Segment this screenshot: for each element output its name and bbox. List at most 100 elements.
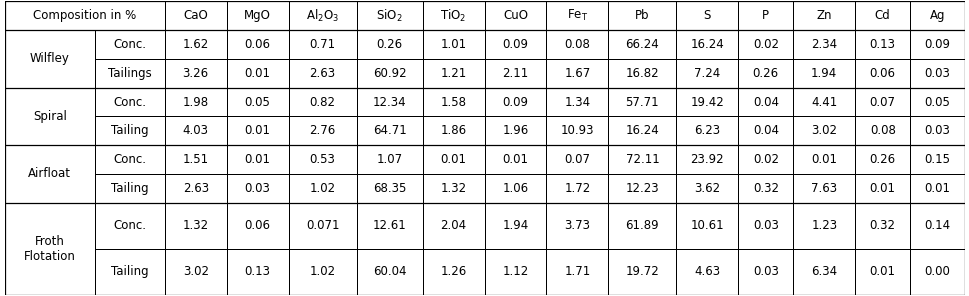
Text: 12.34: 12.34 — [372, 96, 406, 109]
Text: 12.61: 12.61 — [372, 219, 406, 232]
Text: 0.06: 0.06 — [869, 67, 894, 80]
Text: 57.71: 57.71 — [625, 96, 659, 109]
Text: $\mathregular{TiO_2}$: $\mathregular{TiO_2}$ — [440, 8, 466, 24]
Text: 16.24: 16.24 — [690, 38, 724, 51]
Text: 0.26: 0.26 — [376, 38, 402, 51]
Text: 0.02: 0.02 — [752, 153, 778, 166]
Text: 0.00: 0.00 — [923, 265, 950, 278]
Text: 61.89: 61.89 — [625, 219, 659, 232]
Text: 0.08: 0.08 — [869, 124, 894, 137]
Text: 1.07: 1.07 — [376, 153, 402, 166]
Text: 2.63: 2.63 — [182, 182, 208, 195]
Text: 6.23: 6.23 — [694, 124, 720, 137]
Text: Tailing: Tailing — [110, 265, 148, 278]
Text: 1.72: 1.72 — [564, 182, 590, 195]
Text: 60.04: 60.04 — [372, 265, 406, 278]
Text: 0.03: 0.03 — [752, 265, 778, 278]
Text: 0.01: 0.01 — [869, 182, 894, 195]
Text: 1.12: 1.12 — [502, 265, 528, 278]
Text: 1.34: 1.34 — [564, 96, 590, 109]
Text: 0.82: 0.82 — [309, 96, 335, 109]
Text: 0.01: 0.01 — [869, 265, 894, 278]
Text: 3.02: 3.02 — [182, 265, 208, 278]
Text: 0.05: 0.05 — [923, 96, 950, 109]
Text: 0.07: 0.07 — [564, 153, 590, 166]
Text: 0.01: 0.01 — [244, 153, 270, 166]
Text: 6.34: 6.34 — [810, 265, 836, 278]
Text: 10.93: 10.93 — [560, 124, 594, 137]
Text: 4.03: 4.03 — [182, 124, 208, 137]
Text: 12.23: 12.23 — [625, 182, 659, 195]
Text: 0.02: 0.02 — [752, 38, 778, 51]
Text: 19.72: 19.72 — [625, 265, 659, 278]
Text: 66.24: 66.24 — [625, 38, 659, 51]
Text: 1.62: 1.62 — [182, 38, 208, 51]
Text: 60.92: 60.92 — [372, 67, 406, 80]
Text: Ag: Ag — [929, 9, 945, 22]
Text: 0.01: 0.01 — [440, 153, 466, 166]
Text: Cd: Cd — [874, 9, 890, 22]
Text: 0.09: 0.09 — [923, 38, 950, 51]
Text: 1.26: 1.26 — [440, 265, 466, 278]
Text: 1.94: 1.94 — [502, 219, 528, 232]
Text: 0.15: 0.15 — [923, 153, 950, 166]
Text: 0.09: 0.09 — [502, 96, 528, 109]
Text: 1.23: 1.23 — [810, 219, 836, 232]
Text: 1.51: 1.51 — [182, 153, 208, 166]
Text: 0.06: 0.06 — [244, 38, 270, 51]
Text: Conc.: Conc. — [113, 153, 146, 166]
Text: 0.01: 0.01 — [923, 182, 950, 195]
Text: 2.34: 2.34 — [810, 38, 836, 51]
Text: 1.01: 1.01 — [440, 38, 466, 51]
Text: S: S — [703, 9, 710, 22]
Text: 2.04: 2.04 — [440, 219, 466, 232]
Text: Tailing: Tailing — [110, 182, 148, 195]
Text: MgO: MgO — [244, 9, 270, 22]
Text: 7.24: 7.24 — [694, 67, 720, 80]
Text: Airfloat: Airfloat — [28, 167, 72, 180]
Text: 1.02: 1.02 — [309, 265, 335, 278]
Text: 0.01: 0.01 — [502, 153, 528, 166]
Text: CaO: CaO — [183, 9, 208, 22]
Text: 2.63: 2.63 — [309, 67, 335, 80]
Text: 0.06: 0.06 — [244, 219, 270, 232]
Text: 3.26: 3.26 — [182, 67, 208, 80]
Text: 1.21: 1.21 — [440, 67, 466, 80]
Text: 1.96: 1.96 — [502, 124, 528, 137]
Text: 1.58: 1.58 — [440, 96, 466, 109]
Text: 0.01: 0.01 — [244, 67, 270, 80]
Text: 0.71: 0.71 — [309, 38, 335, 51]
Text: 0.03: 0.03 — [923, 124, 950, 137]
Text: 1.06: 1.06 — [502, 182, 528, 195]
Text: Spiral: Spiral — [33, 110, 67, 123]
Text: Zn: Zn — [816, 9, 831, 22]
Text: 0.01: 0.01 — [244, 124, 270, 137]
Text: 0.08: 0.08 — [564, 38, 590, 51]
Text: 0.03: 0.03 — [923, 67, 950, 80]
Text: Conc.: Conc. — [113, 38, 146, 51]
Text: 1.98: 1.98 — [182, 96, 208, 109]
Text: $\mathregular{Fe_T}$: $\mathregular{Fe_T}$ — [566, 8, 587, 23]
Text: Froth
Flotation: Froth Flotation — [24, 234, 76, 263]
Text: Tailings: Tailings — [108, 67, 151, 80]
Text: 4.41: 4.41 — [810, 96, 836, 109]
Text: 72.11: 72.11 — [625, 153, 659, 166]
Text: $\mathregular{Al_2O_3}$: $\mathregular{Al_2O_3}$ — [306, 8, 339, 24]
Text: 0.071: 0.071 — [305, 219, 339, 232]
Text: $\mathregular{SiO_2}$: $\mathregular{SiO_2}$ — [376, 8, 402, 24]
Text: 0.13: 0.13 — [244, 265, 270, 278]
Text: 0.03: 0.03 — [752, 219, 778, 232]
Text: 1.32: 1.32 — [182, 219, 208, 232]
Text: 1.67: 1.67 — [564, 67, 590, 80]
Text: 4.63: 4.63 — [694, 265, 720, 278]
Text: 3.62: 3.62 — [694, 182, 720, 195]
Text: 1.71: 1.71 — [564, 265, 590, 278]
Text: 0.01: 0.01 — [810, 153, 836, 166]
Text: 64.71: 64.71 — [372, 124, 406, 137]
Text: 1.86: 1.86 — [440, 124, 466, 137]
Text: 68.35: 68.35 — [372, 182, 406, 195]
Text: Tailing: Tailing — [110, 124, 148, 137]
Text: 3.02: 3.02 — [810, 124, 836, 137]
Text: 0.32: 0.32 — [752, 182, 778, 195]
Text: 0.26: 0.26 — [869, 153, 894, 166]
